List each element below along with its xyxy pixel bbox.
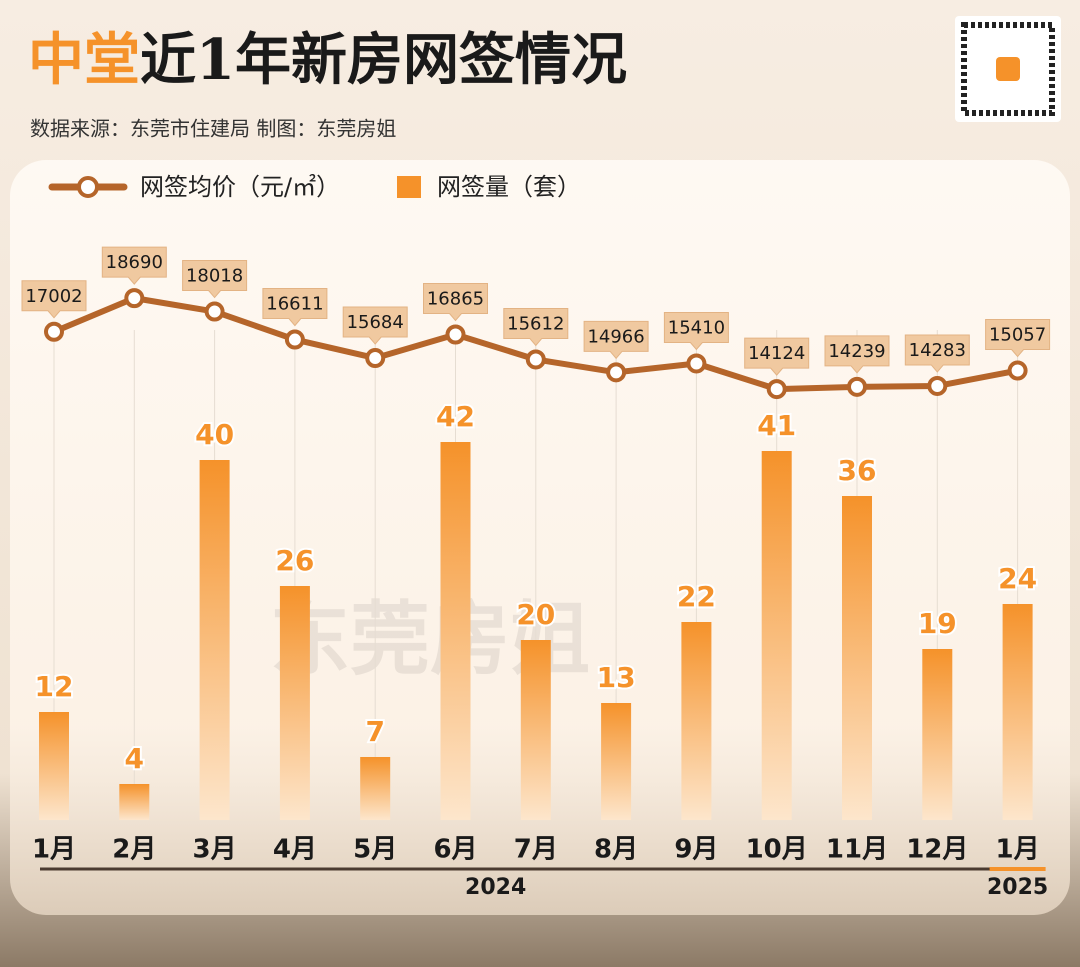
line-value-label: 14966 — [587, 326, 644, 347]
bar — [1002, 604, 1033, 820]
x-tick-label: 1月 — [32, 835, 76, 865]
legend-marker — [77, 176, 99, 198]
bar — [520, 640, 551, 820]
line-value-label: 15410 — [668, 317, 725, 338]
line-value-label: 17002 — [25, 286, 82, 307]
line-value-label: 15684 — [347, 312, 404, 333]
line-point — [847, 376, 867, 397]
group-label: 2025 — [987, 875, 1048, 900]
value-callout — [583, 320, 649, 360]
x-tick-label: 1月 — [996, 835, 1040, 865]
bar-value-label: 19 — [918, 607, 957, 640]
line-value-label: 15057 — [989, 325, 1046, 346]
title-main: 近1年新房网签情况 — [140, 27, 627, 93]
line-value-label: 18018 — [186, 266, 243, 287]
bar — [681, 622, 712, 820]
line-value-label: 16865 — [427, 288, 484, 309]
value-callout — [663, 311, 729, 351]
legend-label: 网签量（套） — [437, 173, 581, 201]
line-point — [766, 379, 787, 400]
bar — [440, 442, 471, 820]
bar — [279, 586, 310, 820]
chart-title: 中堂近1年新房网签情况 — [28, 27, 627, 93]
bar — [360, 757, 391, 820]
line-point — [1007, 360, 1028, 381]
bar-value-label: 20 — [516, 598, 555, 631]
line-point — [927, 375, 948, 396]
value-callout — [262, 288, 328, 327]
value-callout — [423, 282, 488, 322]
title-highlight: 中堂 — [28, 27, 140, 93]
bar-value-label: 41 — [757, 409, 796, 442]
x-tick-label: 11月 — [826, 835, 888, 865]
line-point — [525, 349, 546, 370]
bar — [119, 784, 150, 820]
x-tick-label: 9月 — [674, 835, 718, 865]
value-callout — [21, 280, 87, 319]
line-value-label: 14283 — [909, 340, 966, 361]
bar — [842, 496, 872, 820]
line-point — [284, 329, 305, 350]
bar-value-label: 13 — [597, 661, 636, 694]
line-point — [445, 324, 466, 345]
x-tick-label: 8月 — [594, 835, 638, 865]
x-tick-label: 5月 — [353, 835, 397, 865]
x-tick-label: 10月 — [746, 835, 808, 865]
line-value-label: 14239 — [828, 341, 885, 362]
value-callout — [985, 319, 1051, 358]
legend-label: 网签均价（元/㎡） — [140, 173, 340, 201]
bar-value-label: 26 — [275, 544, 314, 577]
bar — [601, 703, 632, 820]
subtitle: 数据来源：东莞市住建局 制图：东莞房姐 — [30, 117, 396, 141]
x-tick-label: 4月 — [273, 835, 317, 865]
bar-value-label: 4 — [125, 742, 144, 775]
line-value-label: 18690 — [106, 252, 163, 273]
line-value-label: 14124 — [748, 343, 805, 364]
line-point — [44, 321, 64, 342]
value-callout — [503, 307, 569, 347]
bar-value-label: 24 — [998, 562, 1037, 595]
bar-value-label: 7 — [365, 715, 384, 748]
bar-value-label: 42 — [436, 400, 475, 433]
x-tick-label: 2月 — [112, 835, 156, 865]
x-tick-label: 12月 — [906, 835, 968, 865]
x-tick-label: 6月 — [433, 835, 477, 865]
x-tick-label: 7月 — [514, 835, 558, 865]
bar-value-label: 40 — [195, 418, 234, 451]
line-point — [365, 348, 386, 369]
bar-value-label: 36 — [838, 454, 877, 487]
line-point — [606, 362, 627, 383]
value-callout — [182, 260, 248, 299]
group-label: 2024 — [465, 875, 526, 900]
bar-value-label: 12 — [35, 670, 74, 703]
value-callout — [342, 306, 408, 345]
value-callout — [904, 334, 970, 373]
bar-value-label: 22 — [677, 580, 716, 613]
value-callout — [101, 246, 167, 285]
line-value-label: 16611 — [266, 294, 323, 315]
value-callout — [824, 335, 890, 374]
bar — [922, 649, 953, 820]
line-point — [124, 288, 145, 309]
x-tick-label: 3月 — [193, 835, 237, 865]
line-point — [686, 353, 707, 374]
bar — [39, 712, 69, 820]
qr-code — [955, 16, 1061, 122]
line-point — [204, 301, 225, 322]
bar — [199, 460, 230, 820]
line-value-label: 15612 — [507, 313, 564, 334]
bar — [761, 451, 792, 820]
legend-swatch — [397, 176, 421, 198]
value-callout — [744, 337, 810, 376]
